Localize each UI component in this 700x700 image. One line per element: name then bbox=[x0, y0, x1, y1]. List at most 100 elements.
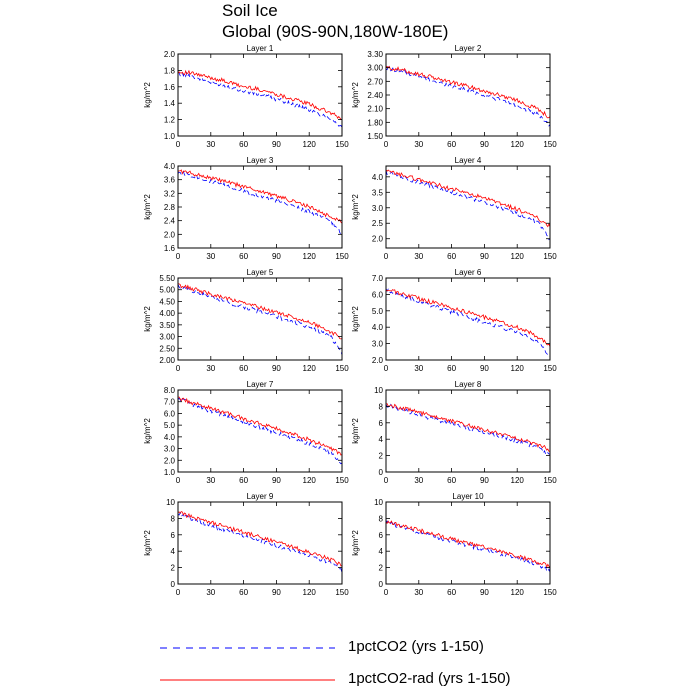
chart-title: Layer 10 bbox=[452, 492, 484, 501]
x-tick-label: 0 bbox=[176, 588, 181, 597]
x-tick-label: 60 bbox=[447, 364, 456, 373]
x-tick-label: 30 bbox=[206, 252, 215, 261]
series-line-1pctco2 bbox=[178, 511, 342, 573]
chart-title: Layer 4 bbox=[455, 156, 482, 165]
series-line-1pctco2 bbox=[386, 403, 550, 456]
series-line-1pctco2-rad bbox=[386, 289, 550, 347]
y-tick-label: 4 bbox=[171, 547, 176, 556]
series-line-1pctco2 bbox=[386, 520, 550, 573]
series-line-1pctco2 bbox=[178, 284, 342, 356]
y-tick-label: 7.0 bbox=[164, 398, 176, 407]
series-line-1pctco2 bbox=[178, 71, 342, 128]
x-tick-label: 30 bbox=[414, 140, 423, 149]
y-tick-label: 2.10 bbox=[367, 105, 383, 114]
y-tick-label: 2.5 bbox=[372, 219, 384, 228]
y-tick-label: 6 bbox=[379, 419, 384, 428]
series-group bbox=[386, 288, 550, 357]
x-tick-label: 60 bbox=[239, 252, 248, 261]
series-line-1pctco2 bbox=[386, 170, 550, 241]
x-tick-label: 150 bbox=[543, 252, 557, 261]
series-group bbox=[178, 169, 342, 236]
series-group bbox=[386, 403, 550, 456]
series-group bbox=[178, 396, 342, 465]
plot-frame bbox=[385, 53, 551, 137]
y-tick-label: 2.0 bbox=[372, 356, 384, 365]
series-group bbox=[386, 520, 550, 573]
y-tick-label: 8 bbox=[171, 514, 176, 523]
y-tick-label: 4.50 bbox=[159, 297, 175, 306]
x-tick-label: 30 bbox=[414, 476, 423, 485]
y-tick-label: 7.0 bbox=[372, 274, 384, 283]
page-subtitle: Global (90S-90N,180W-180E) bbox=[222, 22, 449, 41]
x-tick-label: 120 bbox=[511, 476, 525, 485]
chart-title: Layer 3 bbox=[247, 156, 274, 165]
x-tick-label: 120 bbox=[303, 252, 317, 261]
plot-frame bbox=[177, 53, 343, 137]
y-axis-label: kg/m^2 bbox=[143, 530, 152, 556]
x-tick-label: 90 bbox=[480, 588, 489, 597]
y-tick-label: 3.2 bbox=[164, 189, 176, 198]
y-tick-label: 1.6 bbox=[164, 83, 176, 92]
x-tick-label: 150 bbox=[335, 140, 349, 149]
y-tick-label: 6.0 bbox=[164, 409, 176, 418]
x-tick-label: 90 bbox=[480, 364, 489, 373]
y-tick-label: 2.0 bbox=[164, 456, 176, 465]
x-tick-label: 0 bbox=[384, 140, 389, 149]
x-tick-label: 90 bbox=[480, 140, 489, 149]
y-axis-label: kg/m^2 bbox=[351, 82, 360, 108]
y-tick-label: 1.6 bbox=[164, 244, 176, 253]
y-axis-label: kg/m^2 bbox=[351, 418, 360, 444]
x-tick-label: 120 bbox=[511, 588, 525, 597]
y-axis-label: kg/m^2 bbox=[143, 306, 152, 332]
y-tick-label: 5.0 bbox=[372, 307, 384, 316]
x-tick-label: 90 bbox=[272, 140, 281, 149]
y-tick-label: 8 bbox=[379, 514, 384, 523]
chart-panel-1: Layer 1 kg/m^2 0 30 60 90 120 150 1.0 1.2 1.4 1.6 1.… bbox=[143, 44, 349, 149]
y-tick-label: 1.80 bbox=[367, 118, 383, 127]
series-group bbox=[386, 169, 550, 241]
plot-frame bbox=[177, 277, 343, 361]
y-tick-label: 2 bbox=[171, 564, 176, 573]
y-tick-label: 1.50 bbox=[367, 132, 383, 141]
chart-title: Layer 2 bbox=[455, 44, 482, 53]
x-tick-label: 0 bbox=[384, 364, 389, 373]
x-tick-label: 0 bbox=[384, 252, 389, 261]
y-tick-label: 2 bbox=[379, 564, 384, 573]
y-tick-label: 2.8 bbox=[164, 203, 176, 212]
x-tick-label: 90 bbox=[480, 252, 489, 261]
y-tick-label: 1.2 bbox=[164, 116, 176, 125]
series-line-1pctco2-rad bbox=[178, 283, 342, 340]
chart-panel-9: Layer 9 kg/m^2 0 30 60 90 120 150 0 2 4 6 8 10 bbox=[143, 492, 349, 597]
y-tick-label: 10 bbox=[374, 386, 383, 395]
y-tick-label: 4.0 bbox=[164, 433, 176, 442]
title-block: Soil Ice Global (90S-90N,180W-180E) bbox=[222, 0, 448, 42]
y-axis-label: kg/m^2 bbox=[351, 306, 360, 332]
x-tick-label: 120 bbox=[303, 140, 317, 149]
series-line-1pctco2-rad bbox=[178, 69, 342, 121]
chart-panel-3: Layer 3 kg/m^2 0 30 60 90 120 150 1.6 2.0 2.4 2.8 3.… bbox=[143, 156, 349, 261]
y-tick-label: 0 bbox=[171, 580, 176, 589]
series-line-1pctco2 bbox=[178, 397, 342, 465]
y-tick-label: 0 bbox=[379, 468, 384, 477]
x-tick-label: 120 bbox=[511, 252, 525, 261]
x-tick-label: 60 bbox=[447, 252, 456, 261]
y-axis-label: kg/m^2 bbox=[351, 194, 360, 220]
y-tick-label: 4 bbox=[379, 435, 384, 444]
y-tick-label: 0 bbox=[379, 580, 384, 589]
y-tick-label: 6 bbox=[379, 531, 384, 540]
plot-frame bbox=[177, 501, 343, 585]
x-tick-label: 0 bbox=[176, 364, 181, 373]
x-tick-label: 60 bbox=[447, 140, 456, 149]
chart-title: Layer 7 bbox=[247, 380, 274, 389]
x-tick-label: 90 bbox=[272, 588, 281, 597]
x-tick-label: 0 bbox=[176, 476, 181, 485]
x-tick-label: 150 bbox=[335, 364, 349, 373]
series-line-1pctco2-rad bbox=[386, 169, 550, 228]
series-line-1pctco2-rad bbox=[386, 403, 550, 452]
y-tick-label: 3.5 bbox=[372, 188, 384, 197]
y-tick-label: 3.6 bbox=[164, 176, 176, 185]
series-line-1pctco2-rad bbox=[178, 169, 342, 224]
plot-frame bbox=[385, 501, 551, 585]
x-tick-label: 120 bbox=[303, 588, 317, 597]
y-axis-label: kg/m^2 bbox=[143, 418, 152, 444]
